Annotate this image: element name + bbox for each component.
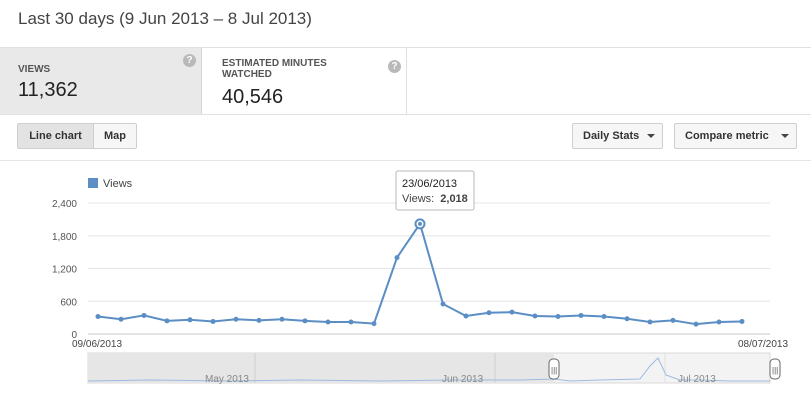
data-point [348,319,354,325]
drag-handle-icon: ||| [551,366,557,375]
y-tick-label: 0 [71,330,77,341]
data-point [486,310,492,316]
legend-entry: Views [103,178,133,190]
svg-text:Views: 2,018: Views: 2,018 [402,193,468,205]
compare-metric-label: Compare metric [685,130,769,142]
metric-strip: VIEWS 11,362 ? ESTIMATED MINUTES WATCHED… [0,47,811,115]
data-point [716,319,722,325]
page-title: Last 30 days (9 Jun 2013 – 8 Jul 2013) [18,9,312,28]
data-point [647,319,653,325]
views-series-line [97,221,743,326]
data-point [394,255,400,261]
data-point [164,318,170,324]
chart-toolbar: Line chart Map Daily Stats Compare metri… [0,114,811,161]
data-point [739,318,745,324]
metric-value: 11,362 [18,79,78,101]
y-tick-label: 1,200 [52,265,77,276]
navigator-left-shade [88,353,554,383]
metric-card-minutes-watched[interactable]: ESTIMATED MINUTES WATCHED 40,546 ? [202,48,407,114]
data-point [118,316,124,322]
navigator-mini-line [87,357,770,382]
data-point [670,317,676,323]
line-chart-button[interactable]: Line chart [17,123,94,149]
chart-legend: Views [88,178,133,190]
tooltip-value: 2,018 [440,193,468,205]
data-point [532,313,538,319]
metric-value: 40,546 [222,86,284,108]
y-tick-label: 2,400 [52,199,77,210]
data-point [210,318,216,324]
y-tick-label: 600 [60,297,77,308]
metric-label: VIEWS [18,64,51,75]
navigator-label-jul: Jul 2013 [678,374,716,385]
legend-swatch [88,178,98,188]
chevron-down-icon [647,134,655,138]
data-point [187,317,193,323]
tooltip-box [395,170,475,211]
tooltip-label: Views: [402,193,434,205]
y-axis-ticks: 0 600 1,200 1,800 2,400 [52,199,77,341]
data-point [509,309,515,315]
help-icon[interactable]: ? [388,60,401,73]
y-tick-label: 1,800 [52,232,77,243]
data-point [693,321,699,327]
navigator-right-handle[interactable]: ||| [769,358,781,380]
views-line-chart: 0 600 1,200 1,800 2,400 Views 09/06/2013 08/… [52,170,788,385]
data-point [601,314,607,320]
data-point [279,316,285,322]
data-point [233,316,239,322]
daily-stats-label: Daily Stats [583,130,640,142]
map-button[interactable]: Map [93,123,137,149]
tooltip-date: 23/06/2013 [402,178,457,190]
help-icon[interactable]: ? [183,54,196,67]
drag-handle-icon: ||| [772,366,778,375]
data-point [325,319,331,325]
compare-metric-dropdown[interactable]: Compare metric [674,123,797,149]
data-points [95,218,745,327]
data-point [624,316,630,322]
metric-label: ESTIMATED MINUTES WATCHED [222,58,327,80]
metric-card-views[interactable]: VIEWS 11,362 ? [0,48,202,114]
data-point [555,314,561,320]
data-point [95,314,101,320]
data-point [302,318,308,324]
data-point [463,313,469,319]
range-navigator[interactable]: May 2013 Jun 2013 Jul 2013 ||| ||| [87,352,781,385]
navigator-left-handle[interactable]: ||| [548,358,560,380]
daily-stats-dropdown[interactable]: Daily Stats [572,123,663,149]
chevron-down-icon [781,134,789,138]
data-point [141,312,147,318]
highlighted-point [418,221,422,226]
x-start-label: 09/06/2013 [72,339,122,350]
data-point [256,317,262,323]
x-end-label: 08/07/2013 [738,339,788,350]
tooltip: 23/06/2013 Views: 2,018 [395,170,475,211]
navigator-label-jun: Jun 2013 [442,374,484,385]
data-point [371,321,377,327]
navigator-label-may: May 2013 [205,374,249,385]
data-point [440,301,446,307]
data-point [578,312,584,318]
